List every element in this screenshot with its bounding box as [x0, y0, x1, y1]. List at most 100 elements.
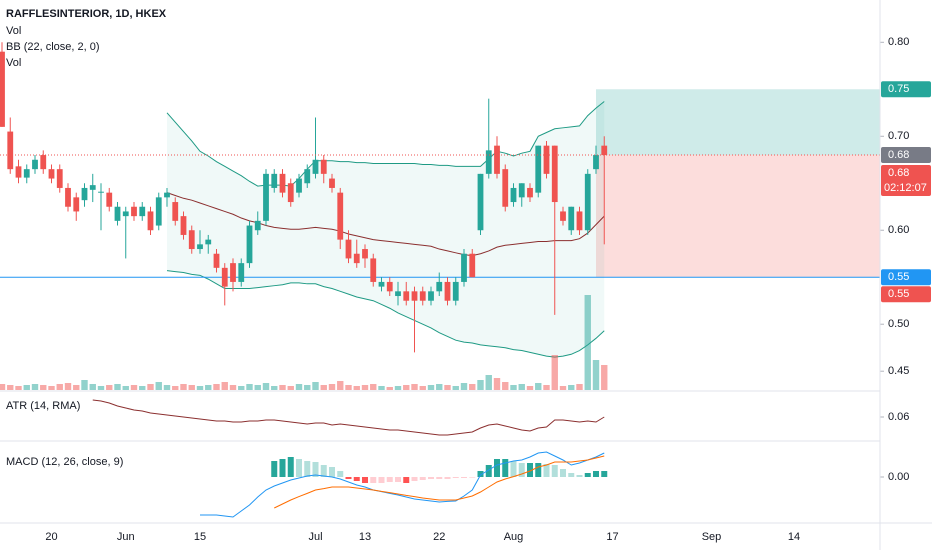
- volume-bar: [106, 385, 113, 390]
- candle-body: [337, 192, 344, 240]
- volume-bar: [262, 383, 270, 390]
- symbol-title: RAFFLESINTERIOR, 1D, HKEX: [6, 8, 167, 20]
- volume-bar: [172, 386, 179, 390]
- volume-bar: [295, 384, 303, 390]
- volume-bar: [271, 386, 278, 390]
- bb-upper: [166, 101, 605, 187]
- volume-bar: [452, 386, 459, 390]
- candle-body: [320, 159, 327, 174]
- x-tick-label: 13: [359, 531, 371, 543]
- macd-histogram-bar: [535, 463, 542, 477]
- volume-bar: [518, 384, 525, 390]
- volume-bar: [337, 381, 344, 390]
- volume-bar: [502, 382, 509, 390]
- volume-bar: [370, 384, 377, 390]
- candle-body: [180, 216, 187, 235]
- volume-bar: [535, 383, 542, 390]
- candle-body: [263, 173, 269, 221]
- candle-body: [419, 291, 426, 301]
- entry-tag: 0.68: [888, 149, 909, 161]
- stop-tag: 0.55: [888, 288, 909, 300]
- candle-body: [139, 206, 146, 217]
- hline-tag: 0.55: [888, 271, 909, 283]
- x-tick-label: Sep: [702, 531, 722, 543]
- volume-bar: [460, 383, 468, 390]
- volume-bar: [559, 386, 567, 390]
- candle-body: [312, 159, 319, 174]
- macd-histogram-bar: [568, 473, 575, 477]
- candle-body: [428, 291, 434, 301]
- legend-entry: BB (22, close, 2, 0): [6, 41, 100, 53]
- x-tick-label: 22: [433, 531, 445, 543]
- macd-histogram-bar: [502, 459, 509, 477]
- macd-histogram-bar: [337, 471, 344, 477]
- volume-bar: [205, 385, 212, 390]
- volume-bar: [403, 385, 410, 390]
- candle-body: [7, 131, 14, 170]
- volume-bar: [493, 378, 501, 390]
- volume-bar: [40, 385, 47, 390]
- candle-body: [48, 169, 55, 179]
- macd-histogram-bar: [518, 463, 525, 477]
- candle-body: [601, 145, 608, 156]
- volume-bar: [246, 384, 253, 390]
- loss-zone: [596, 155, 880, 278]
- macd-histogram-bar: [386, 477, 393, 482]
- macd-histogram-bar: [510, 461, 517, 477]
- candle-body: [370, 258, 377, 282]
- volume-bar: [81, 380, 88, 390]
- candle-body: [65, 187, 71, 207]
- candle-body: [494, 145, 500, 174]
- volume-bar: [279, 385, 286, 390]
- candle-body: [287, 183, 294, 203]
- candle-body: [221, 267, 228, 287]
- volume-bar: [163, 385, 171, 390]
- volume-bar: [180, 384, 187, 390]
- candle-body: [362, 249, 368, 259]
- candle-body: [304, 169, 311, 184]
- candle-body: [73, 197, 80, 212]
- volume-bar: [287, 386, 294, 390]
- candle-body: [213, 253, 220, 268]
- volume-bar: [254, 385, 261, 390]
- y-tick-label: 0.50: [888, 318, 909, 330]
- macd-histogram-bar: [403, 477, 410, 483]
- volume-bar: [526, 386, 534, 390]
- y-tick-label: 0.60: [888, 224, 909, 236]
- macd-histogram-bar: [601, 471, 608, 477]
- volume-bar: [73, 385, 80, 390]
- volume-bar: [436, 384, 443, 390]
- candle-body: [230, 263, 236, 282]
- target-tag-bg: [881, 81, 931, 98]
- volume-bar: [592, 360, 600, 390]
- macd-histogram-bar: [279, 459, 286, 477]
- candle-body: [329, 178, 335, 188]
- volume-bar: [328, 384, 336, 390]
- entry-tag-bg: [881, 147, 931, 164]
- volume-bar: [312, 382, 319, 390]
- candle-body: [353, 253, 360, 264]
- candle-body: [535, 145, 542, 193]
- volume-bar: [510, 385, 517, 390]
- candle-body: [197, 244, 203, 250]
- candle-body: [15, 166, 22, 178]
- macd-histogram-bar: [329, 467, 335, 477]
- volume-bar: [97, 386, 105, 390]
- candle-body: [155, 197, 162, 226]
- x-tick-label: Jun: [117, 531, 135, 543]
- candle-body: [584, 173, 591, 231]
- y-tick-label: 0.00: [888, 471, 909, 483]
- candle-body: [89, 185, 96, 190]
- volume-bar: [23, 385, 30, 390]
- volume-bar: [444, 385, 451, 390]
- volume-bar: [64, 383, 72, 390]
- volume-bar: [419, 386, 426, 390]
- candle-body: [469, 253, 476, 278]
- legend-entry: Vol: [6, 25, 21, 37]
- macd-histogram-bar: [395, 477, 401, 482]
- candle-body: [254, 220, 261, 231]
- volume-bar: [213, 384, 220, 390]
- volume-bar: [543, 385, 550, 390]
- x-tick-label: 15: [194, 531, 206, 543]
- chart-layer: 0.45 0.50 0.60 0.70 0.80 0.75 0.68 0.68 02:12:07…: [0, 36, 931, 543]
